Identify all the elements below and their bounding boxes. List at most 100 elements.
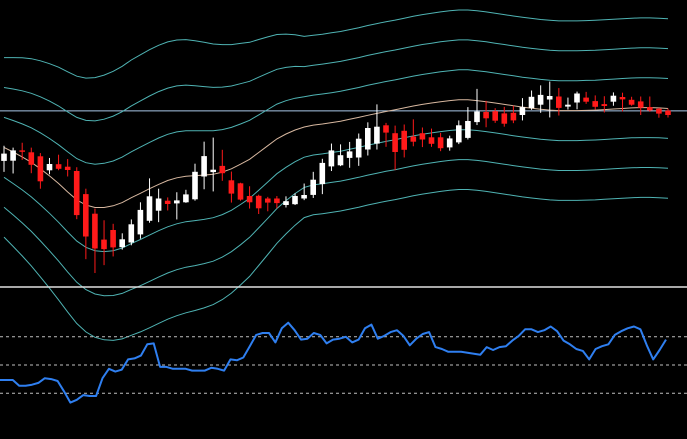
candle-body (483, 112, 489, 119)
candle-body (319, 162, 326, 185)
candle (628, 96, 635, 106)
candle (246, 186, 253, 209)
candle-body (310, 179, 316, 195)
candle (565, 97, 571, 110)
candle (346, 141, 353, 168)
candle-body (174, 200, 180, 204)
candle-body (365, 128, 371, 150)
candle-body (246, 196, 253, 203)
candle-body (83, 194, 89, 237)
candle (128, 219, 135, 246)
candle (501, 106, 508, 127)
band-lower-2 (3, 159, 669, 297)
candle-body (501, 113, 508, 124)
candle-body (265, 198, 271, 203)
candle-body (665, 110, 671, 115)
candle-body (274, 198, 280, 204)
candle-body (37, 156, 44, 182)
candle (137, 202, 144, 239)
candle-body (255, 195, 262, 209)
candle-body (383, 125, 389, 133)
candle-body (574, 93, 580, 103)
candle (274, 196, 280, 209)
candle (28, 147, 35, 174)
candle-body (92, 213, 98, 249)
candle (392, 125, 398, 171)
oscillator-line (0, 321, 667, 404)
candle (92, 208, 98, 274)
candle-body (428, 137, 435, 144)
band-lower-3 (3, 189, 669, 341)
oscillator-panel (0, 321, 687, 404)
candle-body (10, 150, 16, 161)
candle-body (183, 194, 189, 203)
candle-body (210, 169, 216, 173)
candle (383, 122, 389, 147)
candle-body (55, 164, 62, 169)
candle (237, 182, 244, 201)
band-lower-1 (3, 129, 669, 253)
candle-body (73, 171, 80, 216)
candle-body (137, 209, 144, 235)
candle-body (492, 111, 498, 121)
band-upper-2 (3, 39, 669, 122)
candle (428, 128, 435, 147)
candle (101, 220, 107, 266)
band-upper-1 (3, 69, 669, 165)
candle-body (337, 155, 344, 166)
candle-body (392, 133, 398, 152)
candle-body (401, 130, 407, 150)
candle (201, 141, 207, 190)
candle (665, 108, 671, 118)
candle (437, 132, 444, 152)
candle-body (519, 107, 526, 115)
candle-body (601, 104, 608, 106)
candle-body (446, 138, 453, 148)
candle (37, 153, 44, 189)
candle-body (1, 153, 7, 161)
candle (510, 105, 517, 124)
candle (10, 147, 16, 174)
candle-body (101, 239, 107, 250)
candle-body (628, 99, 635, 105)
candle-body (228, 180, 235, 194)
candle-body (546, 96, 553, 100)
candle (401, 124, 407, 158)
candle-body (19, 150, 25, 152)
candle (337, 144, 344, 167)
candle-body (465, 121, 471, 138)
candle (183, 189, 189, 203)
candle-body (374, 126, 380, 144)
candle (301, 183, 307, 201)
candle (574, 91, 580, 110)
candle (310, 171, 316, 198)
candle-body (419, 133, 426, 140)
candle-body (592, 101, 598, 107)
candle-body (410, 136, 417, 142)
candle (1, 145, 7, 172)
candle (519, 98, 526, 121)
candle-body (192, 171, 198, 200)
candle (146, 178, 153, 223)
candle (556, 88, 562, 116)
candle (192, 163, 198, 201)
candle-body (64, 166, 71, 170)
candle (64, 159, 71, 177)
candle (528, 90, 535, 110)
candle-body (237, 183, 244, 200)
candle-body (610, 95, 617, 102)
candle-body (219, 165, 226, 174)
candle (228, 171, 235, 203)
candle (483, 100, 489, 128)
candle (647, 96, 653, 112)
candle-body (656, 108, 662, 114)
candle (328, 143, 335, 172)
candle (355, 133, 362, 166)
candle (410, 119, 417, 147)
candle (174, 192, 180, 220)
candle (46, 157, 53, 175)
candle-body (437, 137, 444, 149)
candle-body (46, 164, 53, 171)
candle-body (301, 195, 307, 199)
